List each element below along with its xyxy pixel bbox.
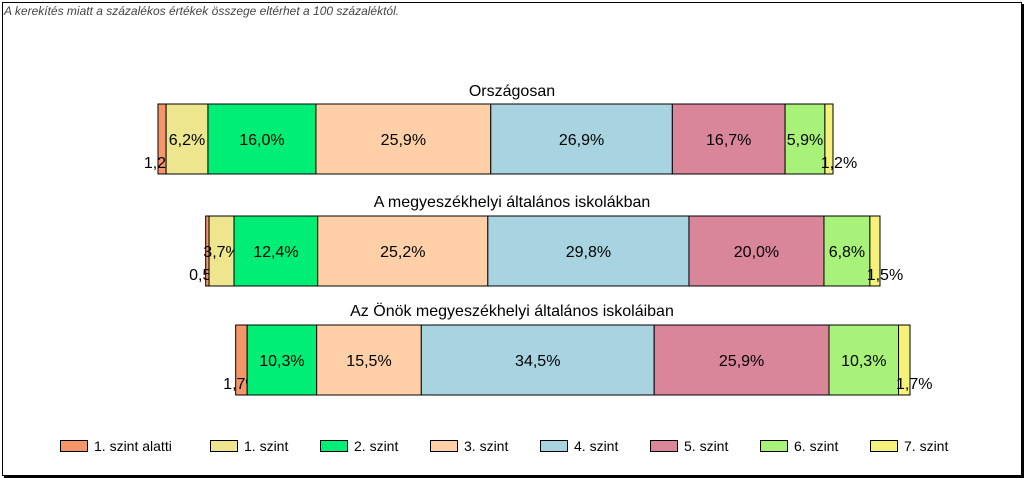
bar-segment-g3-s7: [828, 324, 900, 396]
data-label-g1-s3: 16,0%: [239, 132, 284, 149]
data-label-g1-s8: 1,2%: [821, 155, 857, 172]
data-label-g2-s6: 20,0%: [734, 244, 779, 261]
group-title-2: A megyeszékhelyi általános iskolákban: [374, 194, 651, 211]
legend-swatch: [540, 440, 568, 452]
legend-label: 3. szint: [464, 438, 509, 454]
data-label-g1-s6: 16,7%: [706, 132, 751, 149]
data-label-g3-s8: 1,7%: [896, 376, 932, 393]
bar-segment-g2-s7: [823, 215, 871, 287]
data-label-g1-s5: 26,9%: [559, 132, 604, 149]
legend-swatch: [760, 440, 788, 452]
bar-segment-g1-s8: [824, 103, 834, 175]
legend-item-5: 4. szint: [540, 436, 618, 456]
bar-segment-g3-s8: [898, 324, 911, 396]
data-label-g2-s4: 25,2%: [380, 244, 425, 261]
data-label-g2-s2: 3,7%: [203, 244, 239, 261]
legend-label: 1. szint alatti: [94, 438, 172, 454]
legend-label: 4. szint: [574, 438, 619, 454]
bar-segment-g2-s5: [487, 215, 690, 287]
data-label-g3-s3: 10,3%: [259, 353, 304, 370]
legend-label: 2. szint: [354, 438, 399, 454]
data-label-g1-s7: 5,9%: [787, 132, 823, 149]
bar-segment-g1-s7: [784, 103, 826, 175]
legend-label: 5. szint: [684, 438, 729, 454]
rounding-note: A kerekítés miatt a százalékos értékek ö…: [4, 4, 400, 18]
legend-swatch: [870, 440, 898, 452]
bar-segment-g2-s4: [317, 215, 489, 287]
data-label-g3-s6: 25,9%: [719, 353, 764, 370]
data-label-g3-s5: 34,5%: [515, 353, 560, 370]
legend-swatch: [650, 440, 678, 452]
bar-segment-g1-s2: [165, 103, 209, 175]
legend-item-8: 7. szint: [870, 436, 948, 456]
chart-legend: 1. szint alatti 1. szint 2. szint 3. szint 4…: [0, 436, 1024, 458]
legend-label: 7. szint: [904, 438, 949, 454]
legend-item-3: 2. szint: [320, 436, 398, 456]
bar-segment-g1-s3: [207, 103, 317, 175]
legend-swatch: [320, 440, 348, 452]
legend-swatch: [60, 440, 88, 452]
legend-item-7: 6. szint: [760, 436, 838, 456]
legend-item-1: 1. szint alatti: [60, 436, 172, 456]
bar-segment-g1-s4: [315, 103, 492, 175]
bar-segment-g1-s6: [671, 103, 786, 175]
legend-swatch: [430, 440, 458, 452]
data-label-g2-s5: 29,8%: [566, 244, 611, 261]
bar-segment-g3-s4: [316, 324, 422, 396]
data-label-g2-s7: 6,8%: [829, 244, 865, 261]
data-label-g3-s7: 10,3%: [841, 353, 886, 370]
group-title-1: Országosan: [469, 83, 555, 100]
legend-item-4: 3. szint: [430, 436, 508, 456]
bar-segment-g3-s5: [420, 324, 655, 396]
bar-segment-g2-s6: [688, 215, 825, 287]
legend-swatch: [210, 440, 238, 452]
bar-segment-g1-s5: [490, 103, 673, 175]
bar-segment-g2-s8: [869, 215, 881, 287]
stacked-bar-chart: Országosan 1,2% 6,2% 16,0% 25,9% 26,9% 16,7% 5,…: [144, 83, 932, 396]
bar-segment-g2-s3: [233, 215, 319, 287]
legend-item-6: 5. szint: [650, 436, 728, 456]
data-label-g1-s4: 25,9%: [381, 132, 426, 149]
legend-item-2: 1. szint: [210, 436, 288, 456]
bar-segment-g2-s2: [208, 215, 235, 287]
bar-segment-g3-s6: [653, 324, 830, 396]
group-title-3: Az Önök megyeszékhelyi általános iskolái…: [350, 302, 674, 320]
data-label-g2-s3: 12,4%: [253, 244, 298, 261]
data-label-g3-s4: 15,5%: [346, 353, 391, 370]
data-label-g1-s2: 6,2%: [169, 132, 205, 149]
data-label-g2-s8: 1,5%: [867, 267, 903, 284]
legend-label: 1. szint: [244, 438, 289, 454]
legend-label: 6. szint: [794, 438, 839, 454]
bar-segment-g3-s3: [246, 324, 318, 396]
